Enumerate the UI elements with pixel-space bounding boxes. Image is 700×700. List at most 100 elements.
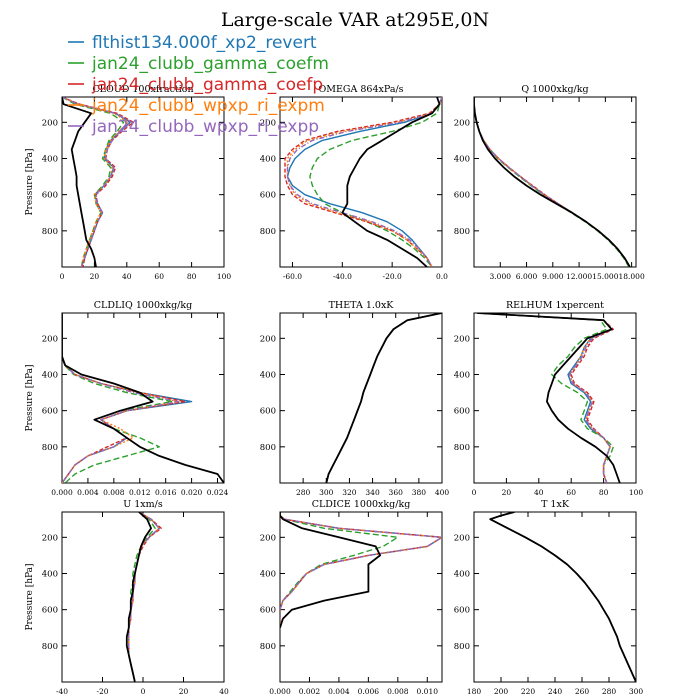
series-group <box>280 512 442 628</box>
series-line-black <box>341 97 441 267</box>
legend: flthist134.000f_xp2_revertjan24_clubb_ga… <box>68 33 329 137</box>
series-group <box>489 512 636 682</box>
x-tick-label: 380 <box>412 488 427 497</box>
panel-1: CLOUD 100xfraction 200 400 600 800 0 20 40 60 80 1… <box>25 84 231 281</box>
x-tick-label: -40.0 <box>333 272 352 281</box>
x-tick-label: 15.000 <box>592 272 618 281</box>
y-tick-label: 600 <box>454 606 470 616</box>
y-tick-label: 200 <box>42 533 58 543</box>
x-tick-label: 0.004 <box>77 488 99 497</box>
series-line-black <box>125 512 153 682</box>
legend-entry-label: jan24_clubb_gamma_coefp <box>91 75 323 95</box>
panel-title: Q 1000xkg/kg <box>521 84 588 95</box>
series-line-1 <box>286 97 442 267</box>
x-tick-label: 20 <box>502 488 512 497</box>
y-tick-label: 400 <box>260 154 276 164</box>
y-tick-label: 200 <box>42 118 58 128</box>
x-tick-label: 200 <box>494 687 509 696</box>
panel-title: OMEGA 864xPa/s <box>318 84 403 95</box>
x-tick-label: 280 <box>296 488 311 497</box>
x-tick-label: 40 <box>219 687 229 696</box>
series-group <box>62 97 135 267</box>
x-tick-label: 340 <box>365 488 380 497</box>
series-line-4 <box>489 512 636 682</box>
panel-9: T 1xK 200 400 600 800 180 200 220 240 260 280 300 <box>454 499 644 696</box>
series-line-3 <box>325 313 442 483</box>
x-tick-label: -40 <box>56 687 68 696</box>
y-tick-label: 800 <box>454 227 470 237</box>
panel-title: T 1xK <box>541 499 570 510</box>
x-tick-label: 0.008 <box>103 488 125 497</box>
x-tick-label: -20 <box>96 687 108 696</box>
x-tick-label: 100 <box>217 272 232 281</box>
series-line-5 <box>280 512 442 628</box>
series-line-black <box>474 97 631 267</box>
y-tick-label: 600 <box>454 191 470 201</box>
x-tick-label: 9.000 <box>542 272 564 281</box>
x-tick-label: 0 <box>472 488 477 497</box>
series-line-3 <box>489 512 636 682</box>
x-tick-label: 0.016 <box>155 488 177 497</box>
series-line-1 <box>489 512 636 682</box>
series-line-5 <box>474 97 631 267</box>
series-group <box>62 313 224 483</box>
y-tick-label: 400 <box>42 154 58 164</box>
y-tick-label: 600 <box>260 606 276 616</box>
y-tick-label: 800 <box>42 227 58 237</box>
y-tick-label: 800 <box>260 642 276 652</box>
panel-title: U 1xm/s <box>123 499 163 510</box>
series-line-4 <box>62 97 130 267</box>
x-tick-label: 0 <box>141 687 146 696</box>
series-group <box>474 97 631 267</box>
series-line-5 <box>325 313 442 483</box>
x-tick-label: 40 <box>122 272 132 281</box>
series-line-2 <box>325 313 442 483</box>
legend-entry-label: jan24_clubb_gamma_coefm <box>91 54 329 74</box>
series-line-1 <box>62 313 193 483</box>
y-tick-label: 600 <box>260 191 276 201</box>
panel-7: U 1xm/s 200 400 600 800 -40 -20 0 20 40 Pressure [… <box>25 499 229 696</box>
plot-frame <box>279 312 443 484</box>
plot-frame <box>61 312 225 484</box>
panel-4: CLDLIQ 1000xkg/kg 200 400 600 800 0.000 0.004 0… <box>25 300 228 497</box>
y-tick-label: 600 <box>454 407 470 417</box>
legend-entry-label: jan24_clubb_wpxp_ri_expm <box>91 96 325 116</box>
plot-frame <box>61 96 225 268</box>
x-tick-label: 0.000 <box>269 687 291 696</box>
x-tick-label: 0 <box>60 272 65 281</box>
series-line-5 <box>286 97 442 267</box>
y-tick-label: 200 <box>260 118 276 128</box>
x-tick-label: 0.020 <box>181 488 203 497</box>
y-tick-label: 400 <box>454 154 470 164</box>
x-tick-label: 12.000 <box>566 272 592 281</box>
series-group <box>477 313 621 483</box>
x-tick-label: 0.004 <box>328 687 350 696</box>
series-line-black <box>62 97 97 267</box>
y-tick-label: 800 <box>42 642 58 652</box>
y-tick-label: 600 <box>42 191 58 201</box>
series-line-3 <box>284 97 442 267</box>
y-tick-label: 800 <box>260 227 276 237</box>
y-tick-label: 400 <box>42 370 58 380</box>
plot-frame <box>61 511 225 683</box>
x-tick-label: 18.000 <box>618 272 644 281</box>
series-line-5 <box>62 97 133 267</box>
y-tick-label: 200 <box>454 118 470 128</box>
x-tick-label: 60 <box>566 488 576 497</box>
y-axis-label: Pressure [hPa] <box>25 148 35 215</box>
panel-title: CLOUD 100xfraction <box>92 84 193 95</box>
panel-2: OMEGA 864xPa/s 200 400 600 800 -60.0 -40.0 -20.… <box>260 84 448 281</box>
y-tick-label: 800 <box>454 443 470 453</box>
plot-frame <box>279 511 443 683</box>
y-tick-label: 400 <box>454 370 470 380</box>
y-tick-label: 800 <box>42 443 58 453</box>
y-axis-label: Pressure [hPa] <box>25 563 35 630</box>
x-tick-label: 180 <box>467 687 482 696</box>
y-tick-label: 200 <box>42 334 58 344</box>
x-tick-label: 0.012 <box>129 488 151 497</box>
x-tick-label: 80 <box>599 488 609 497</box>
y-tick-label: 400 <box>260 569 276 579</box>
x-tick-label: 360 <box>389 488 404 497</box>
panel-5: THETA 1.0xK 200 400 600 800 280 300 320 340 360 38… <box>260 300 450 497</box>
